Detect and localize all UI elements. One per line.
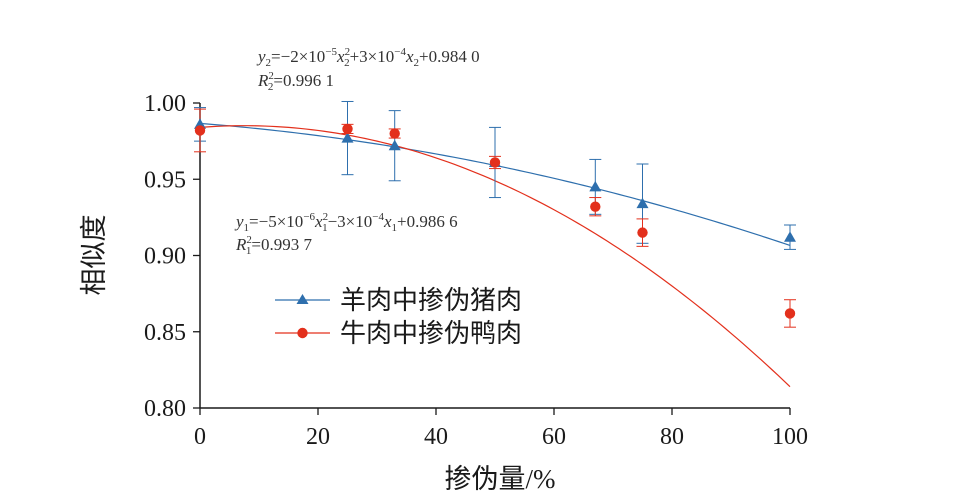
r1-val: =0.993 7 [251, 235, 312, 254]
eq1-part1: =−5×10 [249, 212, 303, 231]
eq2-x: x [336, 47, 345, 66]
eq1-part3: +0.986 6 [397, 212, 458, 231]
eq2-part3: +0.984 0 [419, 47, 480, 66]
eq1-part2: −3×10 [328, 212, 373, 231]
eq1-exp1: −6 [303, 211, 315, 223]
legend-circle-icon [297, 327, 308, 339]
eq1-x-sup: 2 [323, 211, 329, 223]
legend-label-pork: 羊肉中掺伪猪肉 [340, 286, 522, 315]
eq2-x2: x [405, 47, 414, 66]
data-point-circle [784, 308, 796, 319]
legend-item-duck: 牛肉中掺伪鸭肉 [275, 319, 522, 348]
y-axis-title: 相似度 [79, 215, 109, 296]
fit-equation-2: y2=−2×10−5x2 2+3×10−4x2+0.984 0 R2 2=0.996… [256, 46, 480, 93]
r1-R: R [235, 235, 247, 254]
x-tick-label: 20 [306, 424, 330, 450]
x-tick-label: 100 [772, 424, 808, 450]
svg-text:R21=0.993 7: R2 1=0.993 7 [235, 234, 312, 257]
x-tick-label: 0 [194, 424, 206, 450]
fit-equation-1: y1=−5×10−6x2 1−3×10−4x1+0.986 6 R2 1=0.993… [234, 211, 458, 257]
data-point-circle [194, 125, 206, 136]
eq2-exp1: −5 [325, 46, 337, 58]
data-point-circle [342, 123, 353, 135]
eq1-exp2: −4 [372, 211, 384, 223]
eq1-x2: x [383, 212, 392, 231]
eq1-x2-sub: 1 [392, 222, 398, 234]
eq2-x2-sub: 2 [414, 57, 420, 69]
eq1-y: y [234, 212, 244, 231]
x-axis-title: 掺伪量/% [445, 464, 556, 494]
r2-sup: 2 [268, 70, 274, 82]
eq2-x-sup: 2 [345, 46, 351, 58]
legend-item-pork: 羊肉中掺伪猪肉 [275, 286, 522, 315]
r2-R: R [257, 71, 269, 90]
data-point-triangle [341, 132, 354, 143]
data-point-circle [389, 128, 400, 139]
ticks: 0 20 40 60 80 100 0.80 0.85 0.90 0.95 1.00 [144, 91, 808, 450]
y-tick-label: 1.00 [144, 91, 186, 117]
data-point-circle [637, 227, 648, 238]
eq2-y-sub: 2 [266, 57, 272, 69]
eq1-x-sub: 1 [322, 222, 328, 234]
eq1-x: x [314, 212, 323, 231]
eq2-part2: +3×10 [350, 47, 395, 66]
r2-sub: 2 [268, 81, 274, 93]
eq2-exp2: −4 [394, 46, 406, 58]
y-tick-label: 0.85 [144, 320, 186, 346]
svg-text:R22=0.996 1: R2 2=0.996 1 [257, 70, 334, 93]
y-tick-label: 0.80 [144, 396, 186, 422]
legend: 羊肉中掺伪猪肉 牛肉中掺伪鸭肉 [275, 286, 522, 348]
legend-triangle-icon [296, 294, 309, 304]
data-point-triangle [784, 231, 796, 242]
x-tick-label: 80 [660, 424, 684, 450]
data-point-triangle [388, 139, 401, 151]
eq2-part1: =−2×10 [271, 47, 325, 66]
x-tick-label: 40 [424, 424, 448, 450]
data-point-circle [489, 157, 501, 168]
y-tick-label: 0.90 [144, 244, 186, 270]
legend-label-duck: 牛肉中掺伪鸭肉 [340, 319, 522, 348]
r2-val: =0.996 1 [273, 71, 334, 90]
eq2-y: y [256, 47, 266, 66]
y-tick-label: 0.95 [144, 167, 186, 193]
data-point-triangle [636, 197, 649, 209]
x-tick-label: 60 [542, 424, 566, 450]
eq2-x-sub: 2 [344, 57, 350, 69]
data-point-triangle [589, 180, 602, 192]
data-point-circle [590, 201, 601, 212]
r1-sub: 1 [246, 245, 252, 257]
eq1-y-sub: 1 [244, 222, 250, 234]
r1-sup: 2 [246, 234, 252, 246]
data-points [194, 118, 796, 319]
